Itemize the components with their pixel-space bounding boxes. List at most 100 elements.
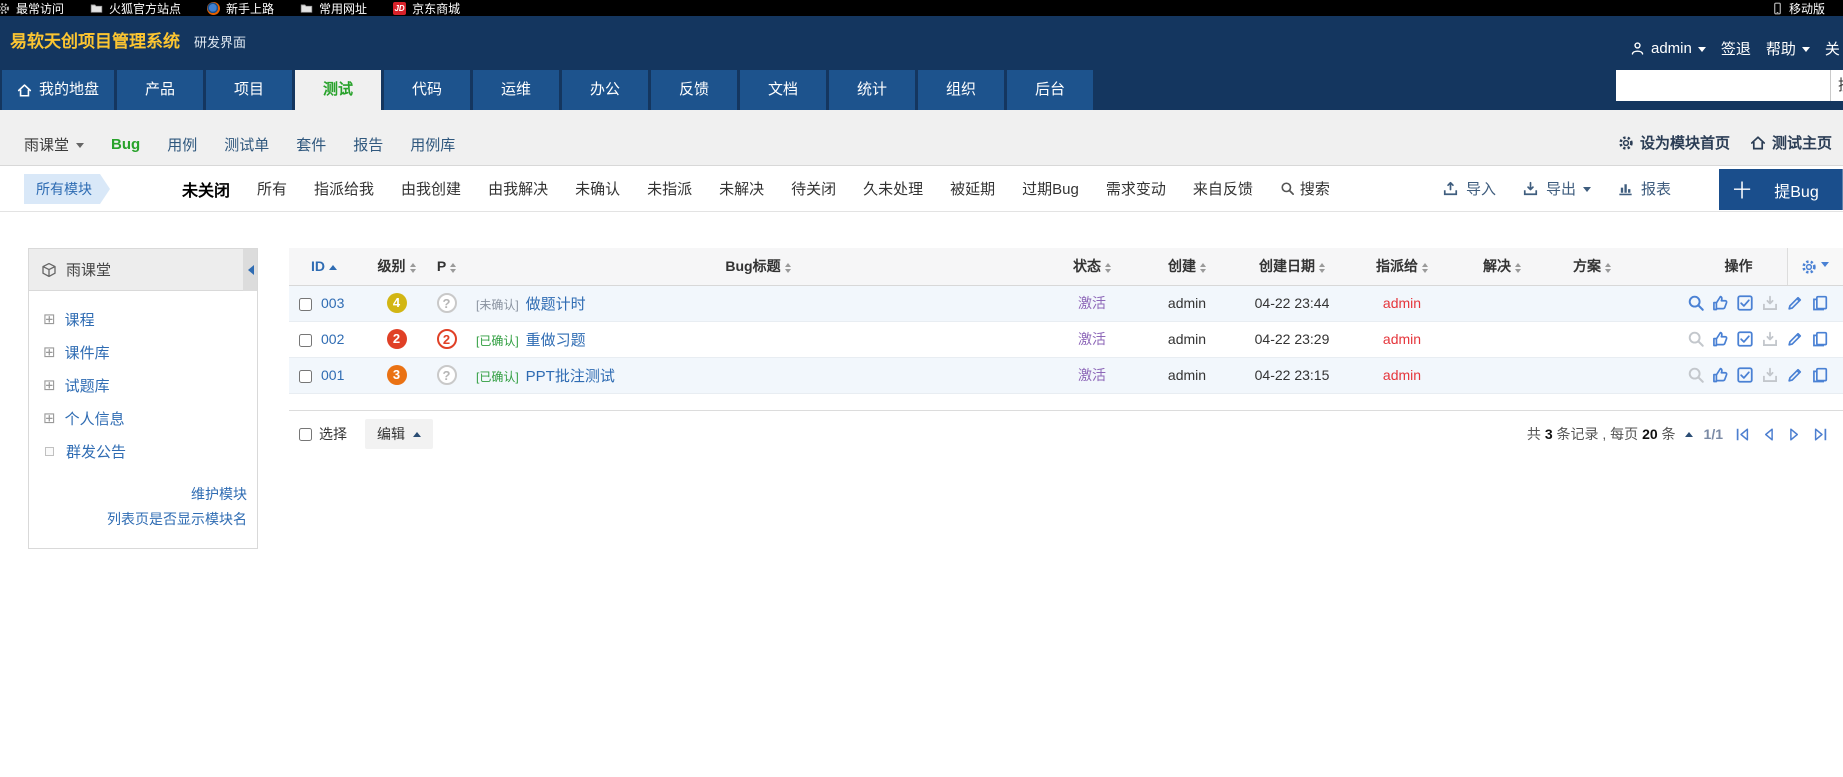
bug-id-link[interactable]: 003 [321, 295, 345, 311]
tree-item-courseware[interactable]: ⊞ 课件库 [43, 344, 110, 362]
expand-icon[interactable]: ⊞ [43, 311, 56, 328]
filter-search-button[interactable]: 搜索 [1280, 178, 1330, 199]
view-icon[interactable] [1687, 294, 1705, 312]
tab-test[interactable]: 测试 [295, 70, 381, 110]
view-icon[interactable] [1687, 366, 1705, 384]
bookmark-most-visited[interactable]: 最常访问 [4, 0, 64, 17]
filter-unconfirmed[interactable]: 未确认 [575, 181, 621, 198]
col-resolution[interactable]: 方案 [1547, 248, 1637, 286]
filter-assigned-to-me[interactable]: 指派给我 [314, 181, 375, 198]
tab-doc[interactable]: 文档 [740, 70, 826, 110]
tab-feedback[interactable]: 反馈 [651, 70, 737, 110]
bug-title-link[interactable]: 做题计时 [525, 295, 586, 313]
bookmark-getting-started[interactable]: 新手上路 [207, 0, 274, 17]
import-button[interactable]: 导入 [1442, 178, 1496, 199]
toggle-module-name-link[interactable]: 列表页是否显示模块名 [107, 511, 247, 527]
select-all-checkbox[interactable] [299, 427, 312, 441]
view-icon[interactable] [1687, 330, 1705, 348]
column-settings-button[interactable] [1786, 248, 1843, 286]
edit-icon[interactable] [1786, 366, 1804, 384]
filter-story-change[interactable]: 需求变动 [1105, 181, 1166, 198]
copy-icon[interactable] [1811, 330, 1829, 348]
filter-unresolved[interactable]: 未解决 [719, 181, 765, 198]
confirm-icon[interactable] [1711, 366, 1729, 384]
tab-code[interactable]: 代码 [384, 70, 470, 110]
copy-icon[interactable] [1811, 366, 1829, 384]
tree-item-announcement[interactable]: 群发公告 [29, 435, 257, 468]
tree-item-course[interactable]: ⊞ 课程 [43, 311, 95, 329]
tree-item-personal-info[interactable]: ⊞ 个人信息 [43, 410, 125, 428]
expand-icon[interactable]: ⊞ [43, 344, 56, 361]
filter-unclosed[interactable]: 未关闭 [182, 182, 231, 200]
resolve-icon[interactable] [1736, 294, 1754, 312]
subnav-item-caselib[interactable]: 用例库 [410, 137, 456, 154]
col-status[interactable]: 状态 [1047, 248, 1137, 286]
edit-icon[interactable] [1786, 294, 1804, 312]
edit-icon[interactable] [1786, 330, 1804, 348]
col-creator[interactable]: 创建 [1137, 248, 1237, 286]
subnav-item-testtask[interactable]: 测试单 [224, 137, 270, 154]
tab-admin[interactable]: 后台 [1007, 70, 1093, 110]
bookmark-firefox-site[interactable]: 火狐官方站点 [90, 0, 181, 17]
tab-office[interactable]: 办公 [562, 70, 648, 110]
tab-org[interactable]: 组织 [918, 70, 1004, 110]
col-title[interactable]: Bug标题 [469, 248, 1047, 286]
maintain-modules-link[interactable]: 维护模块 [191, 486, 247, 502]
set-module-home-link[interactable]: 设为模块首页 [1618, 132, 1730, 153]
close-icon[interactable] [1761, 330, 1779, 348]
bookmark-common-sites[interactable]: 常用网址 [300, 0, 367, 17]
test-home-link[interactable]: 测试主页 [1750, 132, 1832, 153]
new-bug-button[interactable]: 十 提Bug [1719, 169, 1843, 210]
search-button[interactable]: 搜索 [1830, 70, 1843, 101]
tab-ops[interactable]: 运维 [473, 70, 559, 110]
row-checkbox[interactable] [299, 369, 312, 383]
sidebar-collapse-button[interactable] [243, 248, 257, 291]
subnav-item-suite[interactable]: 套件 [296, 137, 327, 154]
signout-link[interactable]: 签退 [1720, 41, 1751, 58]
expand-icon[interactable]: ⊞ [43, 410, 56, 427]
first-page-button[interactable] [1734, 426, 1751, 443]
tree-item-question-bank[interactable]: ⊞ 试题库 [43, 377, 110, 395]
bookmark-mobile[interactable]: 移动版 [1771, 0, 1825, 17]
filter-to-close[interactable]: 待关闭 [791, 181, 837, 198]
row-checkbox[interactable] [299, 333, 312, 347]
export-button[interactable]: 导出 [1522, 178, 1592, 199]
project-selector[interactable]: 雨课堂 [24, 134, 85, 155]
copy-icon[interactable] [1811, 294, 1829, 312]
select-all-control[interactable]: 选择 [299, 424, 347, 444]
filter-all[interactable]: 所有 [257, 181, 288, 198]
filter-overdue-bug[interactable]: 过期Bug [1022, 181, 1079, 198]
col-created-date[interactable]: 创建日期 [1237, 248, 1347, 286]
col-id[interactable]: ID [289, 248, 369, 286]
filter-created-by-me[interactable]: 由我创建 [401, 181, 462, 198]
filter-from-feedback[interactable]: 来自反馈 [1192, 181, 1253, 198]
confirm-icon[interactable] [1711, 330, 1729, 348]
bug-id-link[interactable]: 002 [321, 331, 345, 347]
filter-resolved-by-me[interactable]: 由我解决 [488, 181, 549, 198]
module-scope-button[interactable]: 所有模块 [24, 174, 110, 204]
bug-title-link[interactable]: PPT批注测试 [525, 367, 615, 385]
filter-unassigned[interactable]: 未指派 [647, 181, 693, 198]
next-page-button[interactable] [1786, 426, 1803, 443]
subnav-item-bug[interactable]: Bug [111, 136, 141, 153]
close-icon[interactable] [1761, 366, 1779, 384]
subnav-item-case[interactable]: 用例 [167, 137, 198, 154]
filter-long-pending[interactable]: 久未处理 [863, 181, 924, 198]
more-menu-clipped[interactable]: 关 [1824, 41, 1840, 58]
search-input[interactable] [1616, 70, 1830, 101]
bug-id-link[interactable]: 001 [321, 367, 345, 383]
col-resolver[interactable]: 解决 [1457, 248, 1547, 286]
col-priority[interactable]: P [424, 248, 469, 286]
close-icon[interactable] [1761, 294, 1779, 312]
tab-my-dashboard[interactable]: 我的地盘 [2, 70, 114, 110]
subnav-item-report[interactable]: 报告 [353, 137, 384, 154]
tab-project[interactable]: 项目 [206, 70, 292, 110]
filter-postponed[interactable]: 被延期 [950, 181, 996, 198]
bug-title-link[interactable]: 重做习题 [525, 331, 586, 349]
row-checkbox[interactable] [299, 297, 312, 311]
expand-icon[interactable]: ⊞ [43, 377, 56, 394]
report-button[interactable]: 报表 [1617, 178, 1671, 199]
prev-page-button[interactable] [1760, 426, 1777, 443]
confirm-icon[interactable] [1711, 294, 1729, 312]
batch-edit-button[interactable]: 编辑 [365, 419, 433, 449]
